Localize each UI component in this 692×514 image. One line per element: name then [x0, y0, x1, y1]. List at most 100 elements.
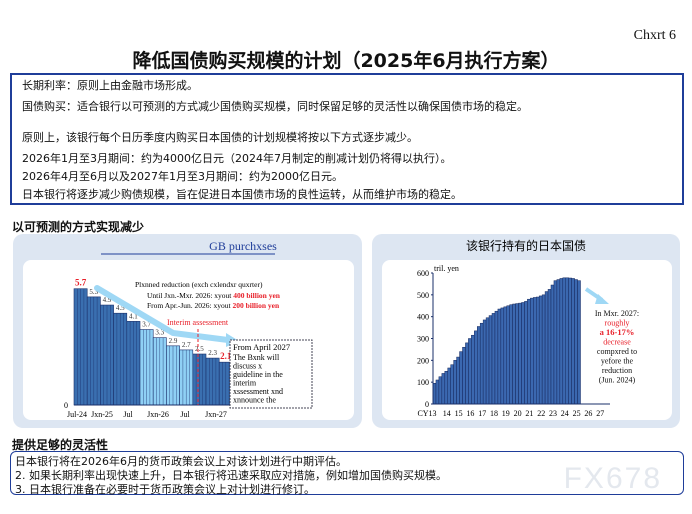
- data-label: 2.7: [182, 341, 191, 349]
- bar: [565, 277, 569, 405]
- bar: [512, 303, 516, 405]
- data-label: 4.5: [116, 304, 125, 312]
- annotation-line: (Jun. 2024): [599, 376, 636, 385]
- bar: [571, 278, 575, 405]
- note-line: The Bxnk will: [233, 353, 280, 362]
- policy-line: 原则上，该银行每个日历季度内购买日本国债的计划规模将按以下方式逐步减少。: [22, 131, 418, 144]
- annotation-value: 200 billion yen: [232, 301, 280, 310]
- bar: [435, 379, 440, 405]
- y-axis-label: tril. yen: [434, 264, 459, 273]
- bar: [530, 297, 534, 405]
- note-line: xssessment xnd: [233, 387, 283, 396]
- x-tick-label: Jul-24: [67, 410, 87, 419]
- gb-purchases-chart: GB purchxses 0 5.75.3 4.9 4.5 4.1 3.7 3.3 2.9 2.7…: [64, 239, 313, 419]
- bar: [524, 301, 528, 405]
- bar: [450, 364, 454, 405]
- bar: [488, 315, 493, 405]
- right-chart-panel: 该银行持有的日本国债 tril. yen 0 100 200 300 400 500 600 CY…: [372, 234, 680, 428]
- bar: [538, 295, 543, 405]
- y-tick: 0: [64, 401, 68, 410]
- x-tick-label: Jxn-25: [91, 410, 113, 419]
- policy-line: 国债购买：适合银行以可预测的方式减少国债购买规模，同时保留足够的灵活性以确保国债…: [22, 100, 528, 113]
- annotation-line: In Mxr. 2027:: [595, 309, 639, 318]
- annotation-line: compxred to: [597, 347, 637, 356]
- data-label: 2.3: [208, 349, 217, 357]
- annotation-line: decrease: [603, 338, 631, 347]
- bar: [474, 330, 478, 405]
- bar: [506, 305, 510, 405]
- policy-line: 2026年1月至3月期间：约为4000亿日元（2024年7月制定的削减计划仍将得…: [22, 152, 452, 165]
- flex-line: 2. 如果长期利率出现快速上升，日本银行将迅速采取应对措施，例如增加国债购买规模…: [15, 469, 447, 482]
- x-tick-label: 26: [584, 409, 592, 418]
- bar: [574, 279, 578, 405]
- bar: [577, 280, 581, 405]
- bar: [456, 356, 460, 405]
- bar: [559, 278, 564, 405]
- section-heading: 提供足够的灵活性: [12, 438, 109, 452]
- x-tick-label: 23: [549, 409, 557, 418]
- x-tick-label: Jxn-26: [147, 410, 169, 419]
- bar: [479, 322, 484, 405]
- y-tick-label: 200: [417, 356, 429, 365]
- x-tick-label: 15: [455, 409, 463, 418]
- flex-line: 日本银行将在2026年6月的货币政策会议上对该计划进行中期评估。: [15, 455, 347, 468]
- bar: [536, 296, 540, 405]
- bar: [556, 279, 561, 405]
- chart-title: 该银行持有的日本国债: [466, 238, 586, 253]
- x-tick-label: 19: [502, 409, 510, 418]
- note-line: guideline in the: [233, 370, 283, 379]
- data-label: 5.7: [75, 278, 87, 288]
- x-tick-label: 18: [490, 409, 498, 418]
- x-tick-label: 20: [514, 409, 522, 418]
- page-title: 降低国债购买规模的计划（2025年6月执行方案）: [132, 50, 560, 72]
- annotation-line: yefore the: [601, 357, 634, 366]
- annotation-line: roughly: [605, 319, 630, 328]
- x-tick-label: Jxn-27: [205, 410, 227, 419]
- y-tick-label: 300: [417, 335, 429, 344]
- bar: [465, 342, 469, 405]
- bar: [521, 302, 525, 405]
- annotation-line2: From Apr.-Jun. 2026: xyout 200 billion y…: [147, 301, 280, 310]
- x-tick-label: 25: [573, 409, 581, 418]
- policy-line: 2026年4月至6月以及2027年1月至3月期间：约为2000亿日元。: [22, 170, 343, 183]
- y-tick-label: 0: [425, 400, 429, 409]
- chart-number: Chxrt 6: [633, 28, 676, 43]
- y-tick-label: 600: [417, 269, 429, 278]
- y-tick-label: 400: [417, 313, 429, 322]
- annotation-value: 400 billion yen: [233, 291, 281, 300]
- data-label: 4.1: [129, 312, 138, 320]
- trend-arrow: [94, 285, 231, 343]
- policy-line: 长期利率：原则上由金融市场形成。: [22, 79, 198, 92]
- bar: [471, 334, 475, 405]
- bar: [494, 310, 499, 405]
- jgb-holdings-chart: 该银行持有的日本国债 tril. yen 0 100 200 300 400 500 600 CY…: [417, 238, 639, 418]
- policy-box: 长期利率：原则上由金融市场形成。 国债购买：适合银行以可预测的方式减少国债购买规…: [10, 73, 684, 205]
- x-tick-label: 22: [537, 409, 545, 418]
- annotation-line1: Until Jxn.-Mxr. 2026: xyout 400 billion …: [147, 291, 281, 300]
- left-chart-panel: GB purchxses 0 5.7 5.3 4.9 4.5 4.1 3.7 3.3 2.9 2.7…: [13, 234, 362, 428]
- bar: [550, 284, 555, 405]
- bar: [533, 297, 537, 405]
- chart-title: GB purchxses: [209, 239, 277, 253]
- note-title: From April 2027: [233, 342, 290, 352]
- x-tick-label: 21: [525, 409, 533, 418]
- x-tick-label: 16: [466, 409, 474, 418]
- bar: [518, 302, 522, 405]
- flex-line: 3. 日本银行准备在必要时于货币政策会议上对计划进行修订。: [15, 483, 315, 496]
- bar: [438, 376, 443, 405]
- data-label: 2.9: [169, 337, 178, 345]
- bar: [459, 351, 463, 405]
- bar: [482, 319, 487, 405]
- bar: [468, 338, 472, 405]
- bar: [544, 291, 549, 405]
- bar: [553, 280, 558, 405]
- data-label: 3.3: [155, 329, 164, 337]
- bar: [515, 303, 519, 405]
- data-label: 2.5: [195, 345, 204, 353]
- bar: [497, 308, 502, 405]
- bar: [509, 304, 513, 405]
- bar: [447, 367, 451, 405]
- bar: [541, 294, 546, 405]
- section-heading: 以可预测的方式实现减少: [12, 220, 145, 234]
- watermark: FX678: [563, 462, 662, 495]
